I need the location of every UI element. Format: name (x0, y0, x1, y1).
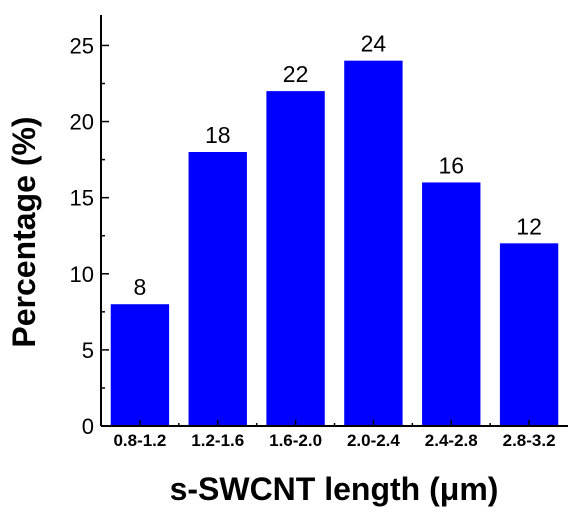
bar-2.0-2.4 (344, 60, 403, 427)
x-axis-title: s-SWCNT length (μm) (170, 471, 499, 507)
y-tick-label: 5 (82, 338, 94, 363)
y-tick-label: 10 (70, 262, 94, 287)
bar-0.8-1.2 (110, 304, 170, 426)
bar-1.2-1.6 (188, 152, 247, 426)
bar-1.6-2.0 (266, 91, 325, 426)
x-tick-label: 1.6-2.0 (269, 431, 322, 450)
y-tick-label: 0 (82, 414, 94, 439)
plot-area: 8 0.8-1.2 18 1.2-1.6 22 1.6-2.0 24 2.0-2.4 16 2.4… (70, 15, 568, 450)
x-tick-label: 2.4-2.8 (425, 431, 478, 450)
x-tick-label: 2.8-3.2 (503, 431, 556, 450)
y-tick-label: 25 (70, 33, 94, 58)
x-tick-label: 1.2-1.6 (191, 431, 244, 450)
y-tick-label: 20 (70, 110, 94, 135)
y-axis-title: Percentage (%) (6, 116, 42, 347)
data-label: 12 (516, 213, 542, 239)
data-label: 16 (438, 152, 464, 178)
data-label: 22 (283, 61, 309, 87)
bar-2.4-2.8 (422, 182, 481, 426)
y-tick-label: 15 (70, 186, 94, 211)
x-tick-label: 2.0-2.4 (347, 431, 400, 450)
data-label: 8 (134, 274, 147, 300)
data-label: 24 (361, 31, 387, 57)
x-tick-label: 0.8-1.2 (113, 431, 166, 450)
data-label: 18 (205, 122, 231, 148)
bar-2.8-3.2 (499, 243, 559, 426)
